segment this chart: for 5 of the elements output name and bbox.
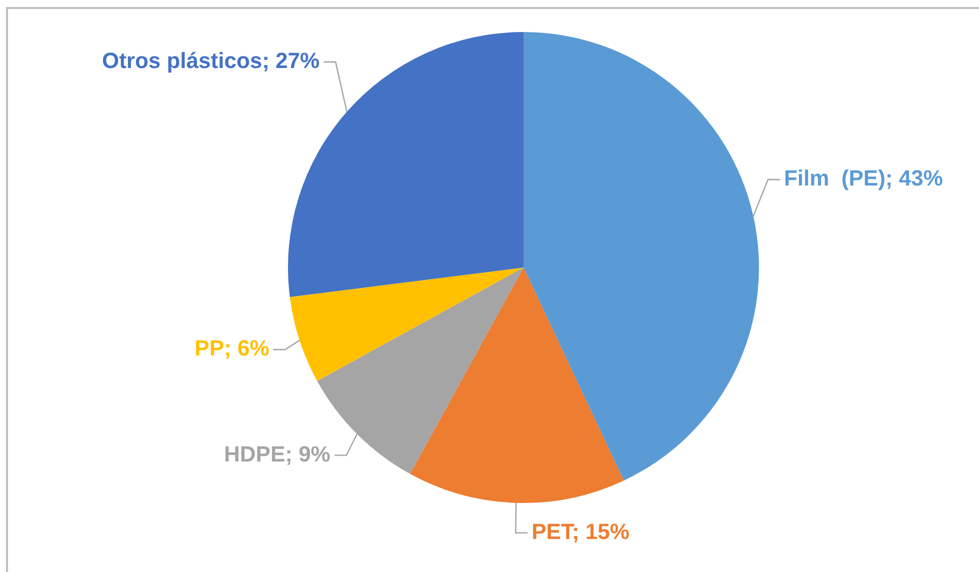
slice-label: Film (PE); 43% [784, 166, 943, 191]
slice-label: HDPE; 9% [224, 441, 330, 466]
slice-label: Otros plásticos; 27% [102, 48, 320, 73]
slice-label: PET; 15% [532, 518, 630, 544]
slice-label: PP; 6% [194, 336, 270, 361]
